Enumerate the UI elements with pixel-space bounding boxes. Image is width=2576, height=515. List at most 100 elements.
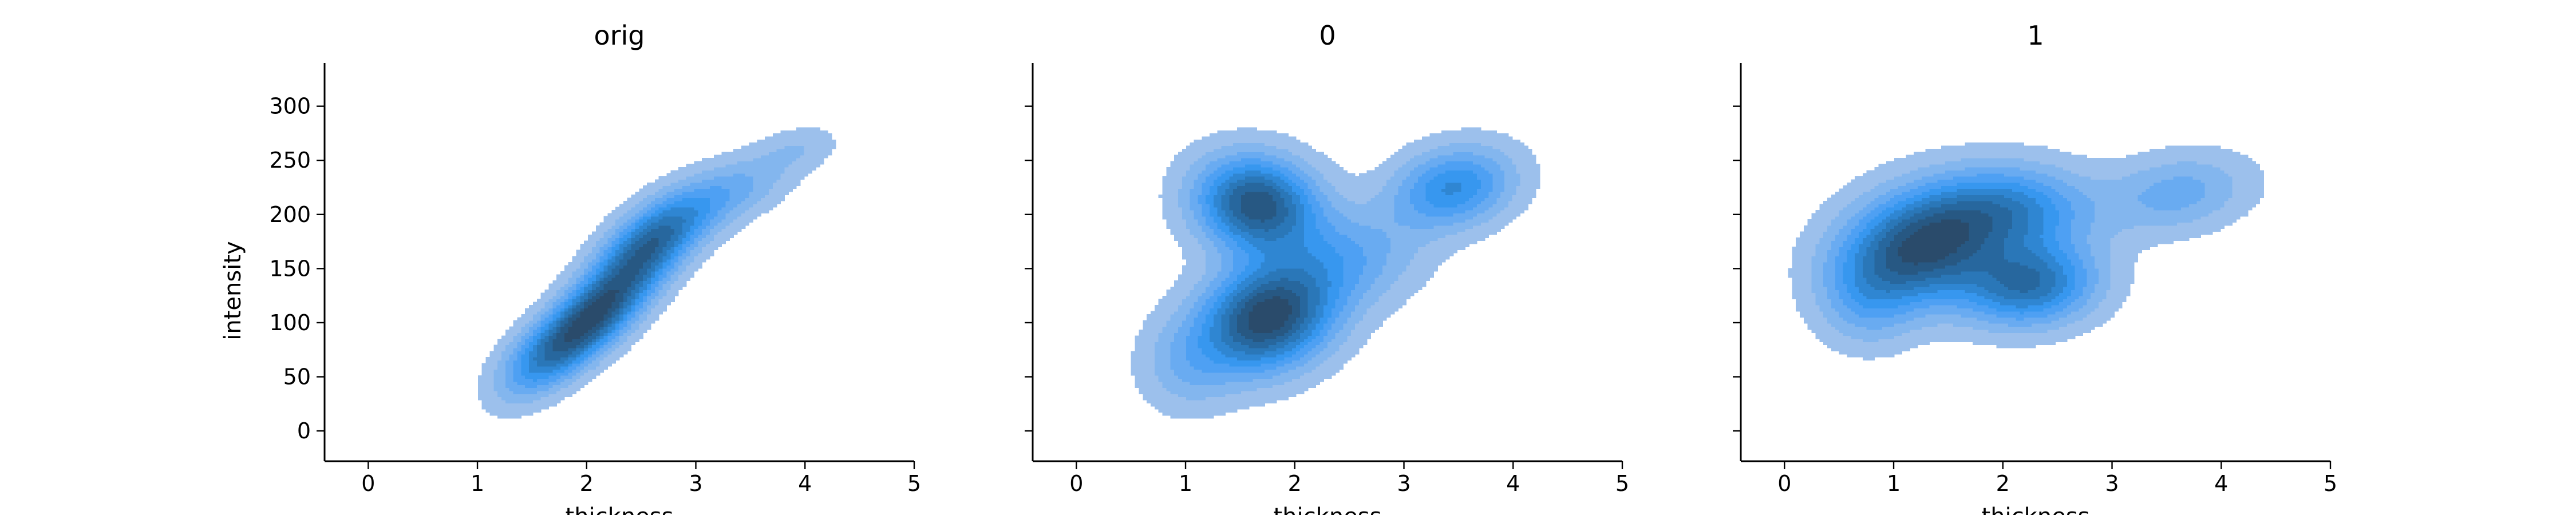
density-cell	[1131, 369, 1136, 373]
density-cell	[670, 237, 675, 241]
density-cell	[1225, 167, 1230, 171]
density-cell	[666, 256, 671, 260]
density-cell	[588, 240, 592, 244]
density-cell	[1225, 243, 1230, 247]
density-cell	[568, 329, 573, 333]
density-cell	[485, 409, 490, 413]
density-cell	[1221, 228, 1226, 232]
density-cell	[1229, 231, 1234, 235]
density-cell	[678, 185, 683, 189]
density-cell	[1217, 277, 1222, 281]
density-cell	[1194, 372, 1198, 376]
density-cell	[1178, 415, 1183, 419]
density-cell	[654, 240, 659, 244]
density-cell	[1213, 191, 1218, 195]
density-cell	[702, 222, 706, 226]
density-cell	[536, 394, 542, 398]
density-cell	[548, 332, 553, 336]
density-cell	[643, 188, 647, 192]
density-cell	[1221, 357, 1226, 360]
density-cell	[588, 378, 592, 382]
density-cell	[627, 283, 632, 287]
density-cell	[670, 240, 675, 244]
density-cell	[1202, 222, 1206, 226]
density-cell	[1170, 176, 1175, 180]
density-cell	[591, 344, 596, 348]
density-cell	[1233, 280, 1238, 284]
density-cell	[505, 342, 510, 346]
density-cell	[631, 265, 636, 269]
density-cell	[1237, 133, 1242, 137]
density-cell	[509, 342, 514, 346]
density-cell	[521, 378, 526, 382]
density-cell	[702, 170, 706, 174]
density-cell	[1217, 170, 1222, 174]
density-cell	[1213, 295, 1218, 299]
density-cell	[1217, 274, 1222, 278]
density-cell	[1198, 360, 1202, 364]
density-cell	[1190, 265, 1195, 269]
density-cell	[517, 338, 521, 342]
density-cell	[627, 308, 632, 312]
density-cell	[1213, 299, 1218, 303]
density-cell	[485, 372, 490, 376]
density-cell	[753, 170, 757, 174]
density-cell	[595, 323, 600, 327]
density-cell	[1166, 323, 1171, 327]
density-cell	[607, 290, 612, 294]
density-cell	[568, 299, 573, 303]
density-cell	[721, 188, 726, 192]
density-cell	[1174, 387, 1179, 391]
density-cell	[580, 363, 584, 367]
density-cell	[1233, 369, 1238, 373]
density-cell	[1174, 326, 1179, 330]
density-cell	[1190, 228, 1195, 232]
density-cell	[635, 243, 639, 247]
density-cell	[694, 228, 698, 232]
density-cell	[666, 179, 671, 183]
density-cell	[757, 195, 761, 199]
density-cell	[619, 302, 624, 306]
density-cell	[1229, 219, 1234, 223]
density-cell	[588, 363, 592, 367]
density-cell	[1240, 338, 1246, 342]
density-cell	[548, 326, 553, 330]
density-cell	[564, 363, 569, 367]
density-cell	[639, 222, 643, 226]
density-cell	[827, 142, 832, 146]
density-cell	[1229, 173, 1234, 177]
density-cell	[1237, 280, 1242, 284]
density-cell	[1147, 323, 1151, 327]
density-cell	[662, 305, 667, 308]
density-cell	[493, 344, 498, 348]
density-cell	[721, 197, 726, 201]
density-cell	[674, 222, 679, 226]
density-cell	[1206, 170, 1210, 174]
density-cell	[1162, 351, 1167, 355]
density-cell	[1170, 344, 1175, 348]
density-cell	[623, 204, 628, 208]
density-cell	[1198, 152, 1202, 156]
density-cell	[544, 342, 549, 346]
density-cell	[662, 274, 667, 278]
density-cell	[1198, 308, 1202, 312]
density-cell	[1166, 357, 1171, 360]
density-cell	[1217, 200, 1222, 204]
density-cell	[658, 210, 663, 213]
density-cell	[497, 381, 502, 385]
density-cell	[1178, 326, 1183, 330]
density-cell	[1198, 247, 1202, 251]
density-cell	[745, 167, 750, 171]
density-cell	[611, 280, 616, 284]
density-cell	[713, 167, 718, 171]
density-cell	[1170, 317, 1175, 321]
density-cell	[1186, 262, 1191, 266]
density-cell	[827, 139, 832, 143]
density-cell	[670, 191, 675, 195]
density-cell	[1210, 182, 1214, 186]
density-cell	[1225, 347, 1230, 351]
density-cell	[1202, 280, 1206, 284]
density-cell	[1202, 323, 1206, 327]
density-cell	[560, 323, 565, 327]
density-cell	[607, 360, 612, 364]
